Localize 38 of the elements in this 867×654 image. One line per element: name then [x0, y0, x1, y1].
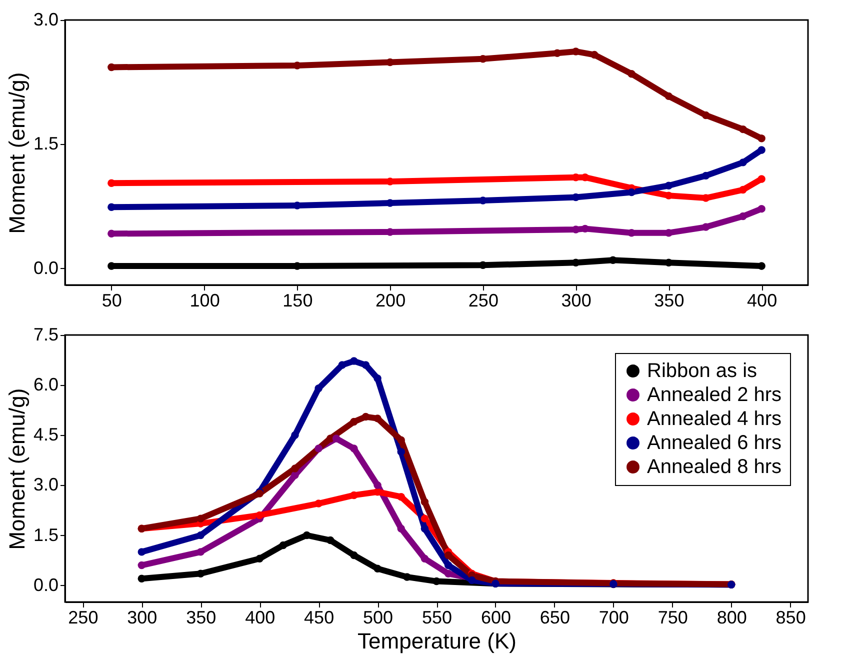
y-tick-label: 1.5	[33, 524, 58, 545]
x-tick-label: 250	[468, 290, 498, 310]
y-tick-label: 0.0	[33, 258, 58, 278]
x-tick-label: 350	[654, 290, 684, 310]
legend-label: Annealed 4 hrs	[647, 408, 782, 430]
y-tick-label: 3.0	[33, 10, 58, 30]
x-tick-label: 300	[127, 608, 158, 628]
legend-label: Annealed 2 hrs	[647, 384, 782, 406]
y-axis-title: Moment (emu/g)	[4, 388, 30, 550]
x-tick-label: 400	[245, 608, 276, 628]
y-tick-label: 1.5	[33, 134, 58, 154]
legend-label: Annealed 6 hrs	[647, 432, 782, 454]
y-tick-label: 7.5	[33, 324, 58, 344]
x-tick-label: 650	[540, 608, 570, 628]
x-tick-label: 850	[776, 608, 806, 628]
x-tick-label: 700	[598, 608, 629, 628]
x-axis-title: Temperature (K)	[358, 628, 516, 654]
x-tick-label: 600	[480, 608, 511, 628]
x-tick-label: 50	[102, 290, 122, 310]
x-tick-label: 750	[658, 608, 688, 628]
y-axis-title: Moment (emu/g)	[4, 72, 30, 234]
x-tick-label: 800	[716, 608, 747, 628]
x-tick-label: 400	[747, 290, 778, 310]
x-tick-label: 300	[561, 290, 592, 310]
legend-label: Ribbon as is	[647, 360, 758, 382]
x-tick-label: 500	[363, 608, 394, 628]
y-tick-label: 3.0	[33, 474, 58, 495]
legend-label: Annealed 8 hrs	[647, 456, 782, 478]
x-tick-label: 150	[282, 290, 313, 310]
y-tick-label: 4.5	[33, 424, 58, 445]
x-tick-label: 250	[68, 608, 98, 628]
y-tick-label: 6.0	[33, 374, 58, 395]
x-tick-label: 200	[376, 290, 406, 310]
x-tick-label: 100	[190, 290, 220, 310]
x-tick-label: 350	[186, 608, 216, 628]
x-tick-label: 450	[304, 608, 334, 628]
y-tick-label: 0.0	[33, 574, 58, 595]
x-tick-label: 550	[422, 608, 452, 628]
